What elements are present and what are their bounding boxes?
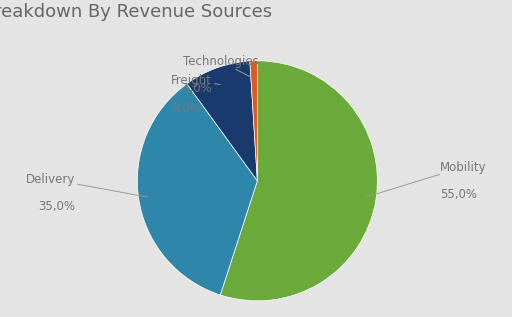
Text: Uber Segment Breakdown By Revenue Sources: Uber Segment Breakdown By Revenue Source… [0, 3, 272, 21]
Wedge shape [137, 84, 258, 295]
Wedge shape [220, 61, 377, 301]
Text: 35,0%: 35,0% [38, 200, 75, 213]
Text: Freight: Freight [171, 74, 220, 87]
Text: 9,0%: 9,0% [171, 102, 201, 115]
Text: 1,0%: 1,0% [183, 82, 212, 95]
Text: 55,0%: 55,0% [440, 188, 477, 201]
Text: Mobility: Mobility [367, 161, 486, 197]
Text: Delivery: Delivery [26, 173, 148, 197]
Wedge shape [250, 61, 258, 181]
Text: Technologies: Technologies [183, 55, 259, 78]
Wedge shape [187, 61, 258, 181]
